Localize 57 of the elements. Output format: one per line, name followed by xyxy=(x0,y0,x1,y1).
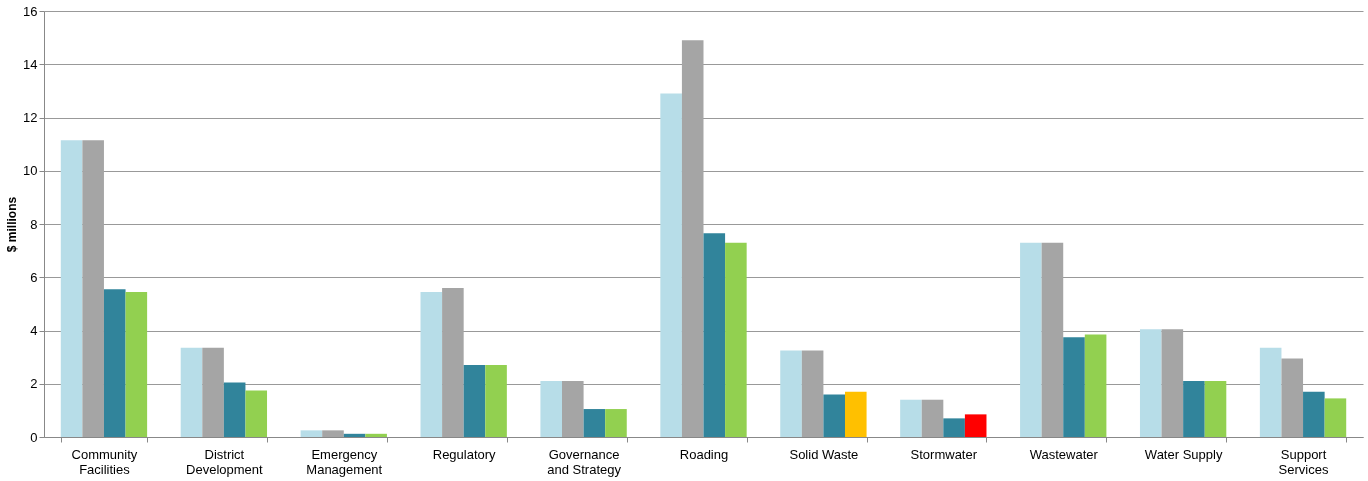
bar xyxy=(964,414,987,437)
bar xyxy=(780,350,802,437)
bar xyxy=(1324,398,1347,437)
bar xyxy=(703,233,726,437)
bar xyxy=(300,430,323,437)
x-tick-label: Community Facilities xyxy=(71,446,138,477)
bar xyxy=(1259,347,1282,437)
bar xyxy=(1183,381,1205,437)
bar xyxy=(223,382,246,437)
bar xyxy=(1020,242,1042,437)
x-tick-label: Wastewater xyxy=(1029,446,1099,462)
x-tick-label: Stormwater xyxy=(910,446,978,462)
x-tick-label: Emergency Management xyxy=(306,446,383,477)
bar xyxy=(823,394,845,437)
bar xyxy=(1084,334,1107,437)
bar xyxy=(725,242,747,437)
x-tick-label: District Development xyxy=(186,446,264,477)
bar xyxy=(420,291,443,437)
bar xyxy=(1063,337,1085,437)
bar xyxy=(943,418,965,437)
bar xyxy=(343,433,366,437)
bar xyxy=(245,390,268,437)
y-tick-label: 14 xyxy=(23,56,38,72)
bar xyxy=(125,291,148,437)
x-tick-label: Regulatory xyxy=(432,446,497,462)
bar xyxy=(844,391,867,437)
bar xyxy=(485,365,507,437)
bar xyxy=(1204,381,1227,437)
bar xyxy=(921,399,944,437)
bar xyxy=(202,347,224,437)
y-tick-label: 16 xyxy=(23,3,38,19)
bar xyxy=(463,365,486,437)
bar xyxy=(322,430,344,437)
y-tick-label: 8 xyxy=(30,216,38,232)
x-tick-label: Solid Waste xyxy=(789,446,859,462)
bar xyxy=(180,347,203,437)
bar xyxy=(605,409,627,437)
y-axis-title: $ millions xyxy=(5,196,20,253)
x-tick-label: Governance and Strategy xyxy=(547,446,622,477)
y-tick-label: 10 xyxy=(23,163,38,179)
bar xyxy=(583,409,606,437)
bar xyxy=(60,140,83,437)
bar xyxy=(1303,391,1325,437)
y-tick-label: 6 xyxy=(30,269,38,285)
y-tick-label: 4 xyxy=(30,323,38,338)
bar xyxy=(660,93,682,437)
bar xyxy=(900,399,922,437)
bar xyxy=(1139,329,1162,437)
y-tick-label: 12 xyxy=(23,110,38,125)
x-tick-label: Support Services xyxy=(1278,446,1329,477)
y-tick-label: 0 xyxy=(30,429,38,445)
x-tick-label: Water Supply xyxy=(1144,446,1223,462)
bar xyxy=(103,289,126,437)
bar xyxy=(365,433,387,437)
x-tick-label: Roading xyxy=(679,446,729,462)
bar xyxy=(540,381,563,437)
y-tick-label: 2 xyxy=(30,376,38,392)
